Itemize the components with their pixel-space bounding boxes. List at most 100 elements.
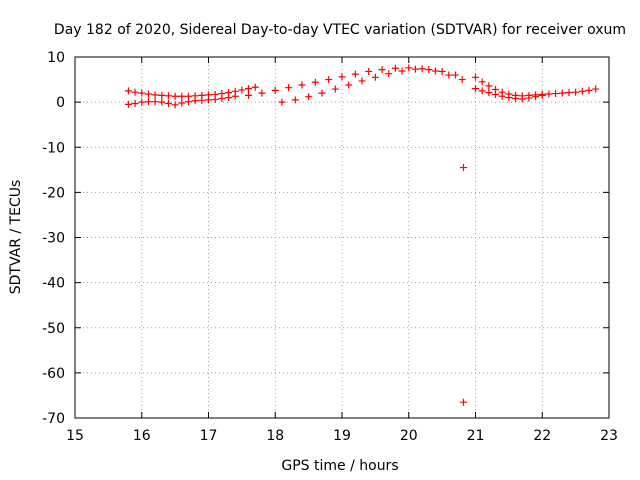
tick-labels: 15 16 17 18 19 20 21 22 23 10 0 -10 -20 -30 -40 -50 -60 -… (42, 50, 618, 444)
data-point (438, 67, 446, 75)
series-track-a (124, 83, 259, 100)
data-point (238, 86, 246, 94)
series-track-f (472, 85, 546, 103)
data-point (411, 65, 419, 73)
data-point (565, 89, 573, 97)
x-tick-label: 23 (600, 428, 618, 444)
data-point (144, 90, 152, 98)
data-point (164, 99, 172, 107)
data-point (285, 84, 293, 92)
data-point (158, 98, 166, 106)
data-point (478, 87, 486, 95)
data-point (459, 164, 467, 172)
y-tick-label: -10 (42, 140, 65, 156)
data-point (178, 92, 186, 100)
data-point (245, 91, 253, 99)
data-point (472, 85, 479, 93)
series-track-b (124, 92, 239, 109)
data-point (211, 95, 219, 103)
series-track-c (245, 64, 466, 99)
data-point (371, 73, 379, 81)
data-point (124, 87, 132, 95)
data-point (245, 85, 253, 93)
data-point (358, 77, 366, 85)
y-tick-label: 10 (47, 50, 65, 66)
chart-title: Day 182 of 2020, Sidereal Day-to-day VTE… (54, 22, 626, 38)
data-point (291, 96, 299, 104)
data-point (585, 86, 593, 94)
data-point (418, 65, 426, 73)
data-point (385, 70, 393, 78)
series-outliers (459, 164, 467, 406)
data-point (345, 81, 353, 89)
data-point (144, 98, 152, 106)
data-point (592, 85, 600, 93)
data-point (131, 99, 139, 107)
data-point (311, 78, 319, 86)
data-point (391, 64, 399, 72)
data-point (405, 64, 413, 72)
y-tick-label: -40 (42, 276, 65, 292)
data-point (298, 81, 306, 89)
data-point (445, 71, 453, 79)
data-point (472, 73, 479, 81)
data-point (271, 86, 279, 94)
data-point (258, 89, 266, 97)
data-point (451, 71, 459, 79)
data-point (198, 96, 206, 104)
data-point (164, 92, 172, 100)
data-point (485, 82, 493, 90)
grid (75, 57, 609, 418)
data-point (225, 94, 233, 102)
data-point (525, 94, 533, 102)
y-tick-label: -70 (42, 411, 65, 427)
data-point (558, 89, 566, 97)
x-tick-label: 16 (133, 428, 151, 444)
data-point (124, 100, 132, 108)
data-point (485, 89, 493, 97)
y-tick-label: -30 (42, 231, 65, 247)
data-point (338, 73, 346, 81)
data-points (124, 64, 600, 406)
data-point (138, 98, 146, 106)
data-point (498, 92, 506, 100)
y-tick-label: -60 (42, 366, 65, 382)
y-axis-label: SDTVAR / TECUs (8, 180, 24, 295)
data-point (131, 88, 139, 96)
data-point (492, 90, 500, 98)
data-point (459, 398, 467, 406)
data-point (365, 67, 373, 75)
x-tick-label: 22 (533, 428, 551, 444)
data-point (572, 88, 580, 96)
data-point (378, 66, 386, 74)
x-tick-label: 20 (400, 428, 418, 444)
data-point (138, 89, 146, 97)
data-point (184, 98, 192, 106)
data-point (538, 91, 546, 99)
data-point (518, 95, 526, 103)
data-point (325, 76, 333, 84)
data-point (431, 67, 439, 75)
data-point (251, 83, 259, 91)
data-point (505, 94, 513, 102)
data-point (151, 98, 159, 106)
x-tick-label: 18 (266, 428, 284, 444)
data-point (578, 87, 586, 95)
x-axis-label: GPS time / hours (281, 458, 398, 474)
plot-frame (74, 56, 610, 419)
data-point (458, 76, 466, 84)
data-point (552, 90, 560, 98)
data-point (231, 92, 239, 100)
data-point (205, 96, 212, 104)
x-tick-label: 19 (333, 428, 351, 444)
data-point (512, 95, 520, 103)
y-tick-label: 0 (56, 95, 65, 111)
data-point (191, 97, 199, 105)
data-point (331, 85, 339, 93)
data-point (171, 92, 179, 100)
data-point (158, 91, 166, 99)
data-point (171, 101, 179, 109)
data-point (545, 90, 553, 98)
x-tick-label: 21 (467, 428, 485, 444)
